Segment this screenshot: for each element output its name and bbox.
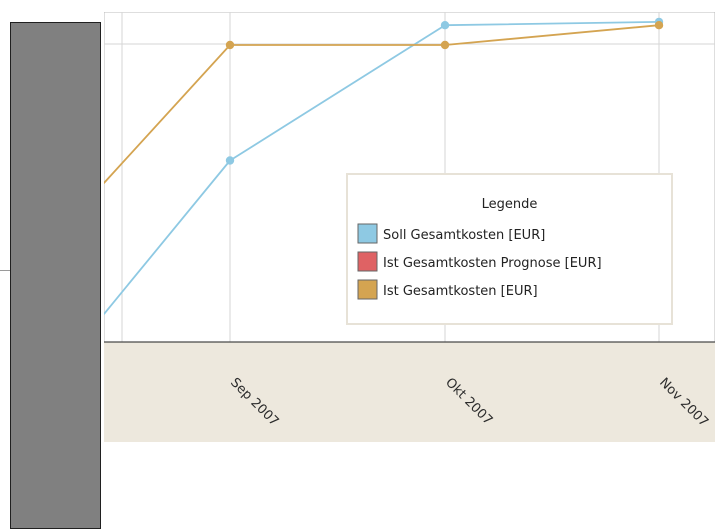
legend-label-3: Ist Gesamtkosten [EUR] <box>383 284 538 299</box>
ist-gesamtkosten-point-1 <box>225 40 235 50</box>
legend-swatch-2 <box>357 251 378 272</box>
legend-label-1: Soll Gesamtkosten [EUR] <box>383 228 545 243</box>
legend-title: Legende <box>482 197 538 212</box>
chart-container: Sep 2007 Okt 2007 Nov 2007 Legende Soll Gesa… <box>104 12 715 442</box>
legend-box <box>346 173 673 325</box>
left-rail-line <box>0 270 12 271</box>
sidebar-panel <box>10 22 101 529</box>
soll-gesamtkosten-point-2 <box>440 21 450 30</box>
legend: Legende Soll Gesamtkosten [EUR] Ist Gesamt… <box>346 173 673 325</box>
legend-label-2: Ist Gesamtkosten Prognose [EUR] <box>383 256 602 271</box>
ist-gesamtkosten-line <box>104 24 660 184</box>
soll-gesamtkosten-point-1 <box>225 156 235 165</box>
legend-swatch-3 <box>357 279 378 300</box>
ist-gesamtkosten-point-2 <box>440 40 450 50</box>
legend-swatch-1 <box>357 223 378 244</box>
ist-gesamtkosten-point-3 <box>654 21 664 30</box>
soll-gesamtkosten-line <box>104 20 660 315</box>
x-axis-band <box>104 342 715 442</box>
